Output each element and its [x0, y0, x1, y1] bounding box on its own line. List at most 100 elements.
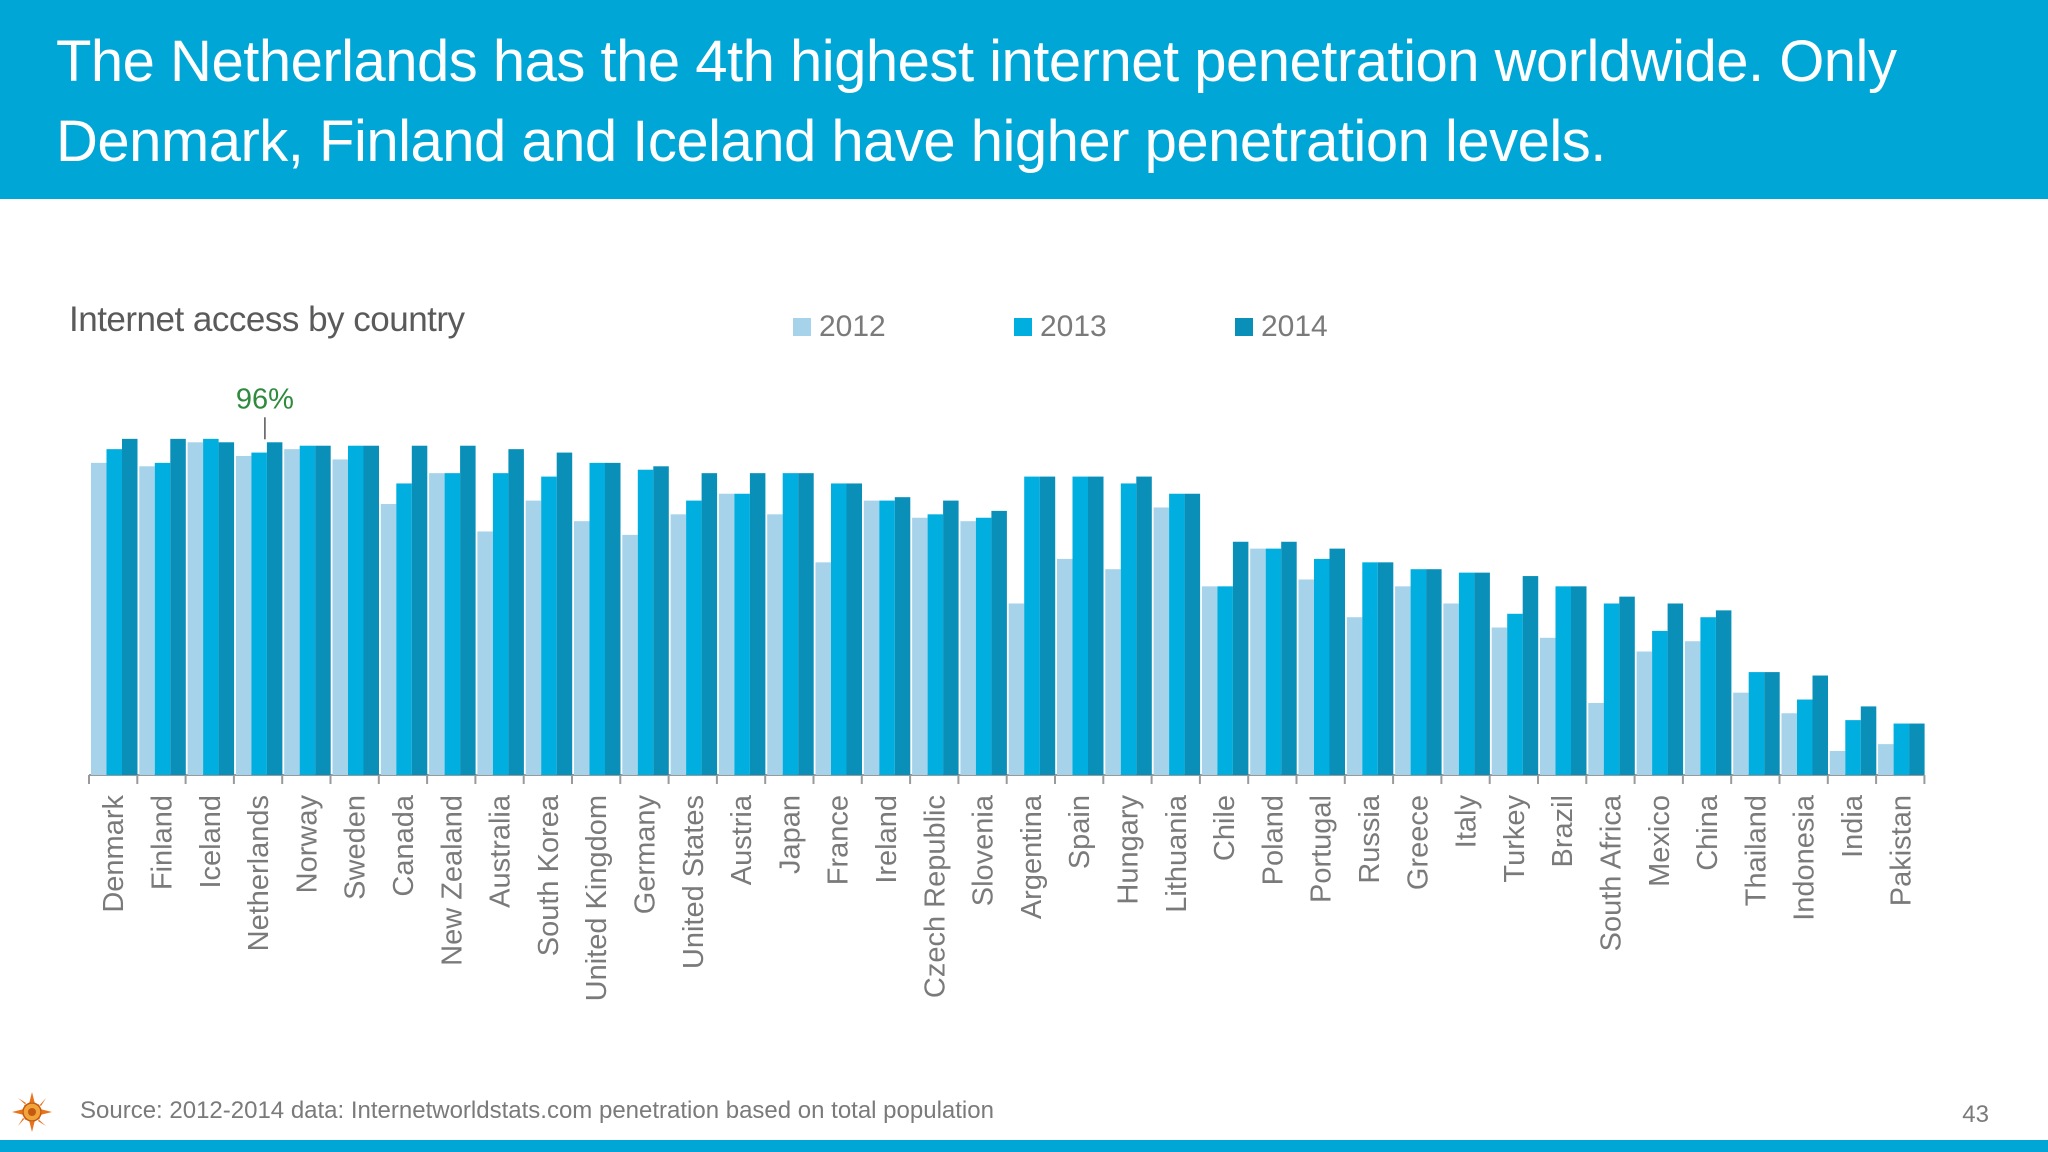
bar-brazil-2014 [1571, 586, 1587, 775]
bar-chile-2013 [1217, 586, 1233, 775]
bar-thailand-2014 [1764, 672, 1780, 775]
bar-spain-2012 [1057, 558, 1073, 775]
bar-poland-2013 [1265, 548, 1282, 775]
bar-thailand-2013 [1748, 672, 1765, 775]
bar-south-africa-2014 [1619, 596, 1635, 775]
x-tick-label-new-zealand: New Zealand [436, 795, 468, 966]
bar-austria-2014 [749, 473, 766, 775]
sun-logo-icon [12, 1092, 52, 1132]
x-tick-label-china: China [1692, 794, 1724, 871]
bar-germany-2014 [653, 466, 669, 775]
bar-pakistan-2014 [1909, 723, 1925, 775]
bar-ireland-2013 [879, 500, 895, 775]
bar-china-2012 [1684, 641, 1701, 775]
bar-india-2013 [1845, 720, 1861, 775]
bar-finland-2012 [139, 466, 155, 775]
bar-russia-2013 [1362, 562, 1378, 775]
footer-bar [0, 1140, 2048, 1152]
bar-indonesia-2013 [1797, 699, 1813, 775]
bar-austria-2013 [734, 493, 750, 775]
bar-south-korea-2013 [541, 476, 557, 775]
page-number: 43 [1962, 1101, 1989, 1128]
x-tick-label-sweden: Sweden [340, 795, 372, 900]
bar-chile-2014 [1232, 541, 1249, 775]
x-tick-label-lithuania: Lithuania [1161, 794, 1193, 913]
bar-india-2012 [1829, 750, 1846, 775]
bar-new-zealand-2014 [460, 445, 476, 775]
bar-south-korea-2014 [556, 452, 573, 775]
bar-france-2012 [815, 562, 831, 775]
bar-finland-2014 [170, 438, 186, 775]
x-tick-label-poland: Poland [1257, 795, 1289, 885]
x-tick-label-pakistan: Pakistan [1885, 795, 1917, 906]
bar-netherlands-2012 [235, 456, 252, 775]
bar-slovenia-2014 [991, 510, 1007, 775]
bar-iceland-2014 [218, 442, 235, 775]
legend-label-2012: 2012 [819, 310, 886, 343]
bar-brazil-2012 [1540, 637, 1556, 775]
bar-united-states-2012 [670, 514, 687, 775]
bar-netherlands-2014 [266, 442, 283, 775]
bar-australia-2013 [492, 473, 509, 775]
bar-argentina-2014 [1039, 476, 1056, 775]
legend-item-2013: 2013 [1014, 310, 1107, 344]
bar-spain-2014 [1088, 476, 1104, 775]
bar-germany-2012 [622, 534, 638, 775]
bar-lithuania-2014 [1184, 493, 1201, 775]
x-tick-label-austria: Austria [726, 794, 758, 885]
bar-hungary-2013 [1120, 483, 1137, 775]
bar-sweden-2012 [332, 459, 348, 775]
x-tick-label-argentina: Argentina [1016, 794, 1048, 919]
bar-sweden-2014 [363, 445, 379, 775]
bar-japan-2012 [767, 514, 783, 775]
bar-portugal-2013 [1314, 558, 1330, 775]
x-tick-label-norway: Norway [291, 795, 323, 894]
x-tick-label-netherlands: Netherlands [243, 795, 275, 951]
bar-norway-2013 [299, 445, 316, 775]
bar-mexico-2012 [1636, 651, 1653, 775]
bar-canada-2014 [411, 445, 428, 775]
bar-denmark-2012 [91, 462, 107, 775]
bar-netherlands-2013 [251, 452, 267, 775]
bar-united-states-2013 [686, 500, 702, 775]
bar-united-kingdom-2012 [574, 521, 590, 775]
x-tick-label-japan: Japan [774, 795, 806, 874]
bar-germany-2013 [637, 469, 654, 775]
bar-indonesia-2012 [1781, 713, 1797, 775]
bar-new-zealand-2013 [444, 473, 461, 775]
bar-australia-2014 [508, 449, 524, 775]
bar-slovenia-2012 [960, 521, 976, 775]
x-tick-label-spain: Spain [1064, 795, 1096, 869]
bar-finland-2013 [154, 462, 171, 775]
bar-greece-2014 [1426, 569, 1442, 775]
bar-canada-2012 [380, 504, 397, 775]
x-tick-label-italy: Italy [1451, 795, 1483, 849]
bar-united-states-2014 [701, 473, 718, 775]
legend-swatch-2014 [1235, 318, 1253, 336]
bar-portugal-2014 [1329, 548, 1345, 775]
x-tick-label-finland: Finland [146, 795, 178, 890]
bar-chile-2012 [1201, 586, 1218, 775]
bar-new-zealand-2012 [429, 473, 445, 775]
bar-italy-2014 [1474, 572, 1490, 775]
chart-title: Internet access by country [69, 300, 465, 339]
bar-ireland-2014 [894, 497, 911, 775]
bar-turkey-2013 [1507, 613, 1523, 775]
x-tick-label-hungary: Hungary [1112, 795, 1144, 905]
bar-italy-2012 [1443, 603, 1459, 775]
bar-pakistan-2012 [1878, 744, 1894, 775]
bar-denmark-2013 [106, 449, 122, 775]
x-tick-label-turkey: Turkey [1499, 795, 1531, 883]
x-tick-label-slovenia: Slovenia [968, 794, 1000, 906]
bar-mexico-2014 [1667, 603, 1684, 775]
annotation-label: 96% [236, 383, 294, 415]
bar-indonesia-2014 [1812, 675, 1828, 775]
bar-sweden-2013 [348, 445, 364, 775]
x-tick-label-mexico: Mexico [1644, 795, 1676, 887]
bar-iceland-2013 [203, 438, 219, 775]
bar-ireland-2012 [863, 500, 880, 775]
bar-south-africa-2013 [1603, 603, 1620, 775]
bar-australia-2012 [477, 531, 493, 775]
bar-chart: Denmark Finland Iceland Netherlands Norway Sw… [88, 383, 1926, 1001]
x-tick-label-czech-republic: Czech Republic [919, 795, 951, 998]
